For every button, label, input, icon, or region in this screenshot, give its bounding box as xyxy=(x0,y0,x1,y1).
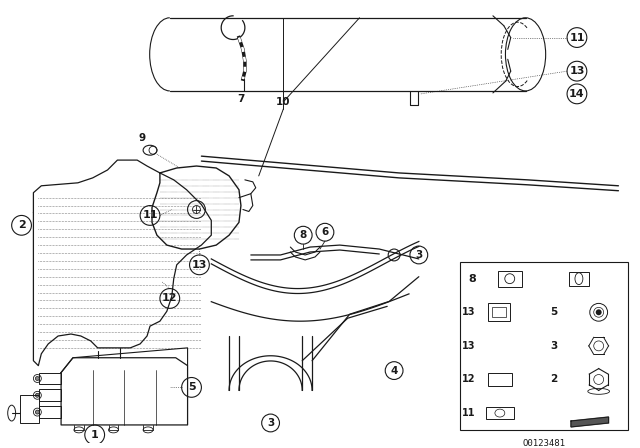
Text: 14: 14 xyxy=(569,89,585,99)
Polygon shape xyxy=(571,417,609,427)
Bar xyxy=(488,303,509,321)
Text: 5: 5 xyxy=(188,383,195,392)
Bar xyxy=(486,407,514,419)
Circle shape xyxy=(596,309,602,315)
Text: 13: 13 xyxy=(569,66,584,76)
Text: 3: 3 xyxy=(550,341,558,351)
Text: 2: 2 xyxy=(18,220,26,230)
Bar xyxy=(569,272,589,286)
Text: 2: 2 xyxy=(550,375,558,384)
Text: 5: 5 xyxy=(550,307,558,317)
Bar xyxy=(20,395,39,423)
Text: 11: 11 xyxy=(461,408,475,418)
Bar xyxy=(492,307,506,317)
Bar xyxy=(488,373,512,387)
Text: 8: 8 xyxy=(468,274,476,284)
Text: 10: 10 xyxy=(276,97,291,107)
Ellipse shape xyxy=(35,410,39,414)
Ellipse shape xyxy=(35,393,39,397)
Text: 4: 4 xyxy=(390,366,398,375)
Text: 13: 13 xyxy=(461,307,475,317)
Text: 11: 11 xyxy=(569,33,585,43)
Text: O0123481: O0123481 xyxy=(523,439,566,448)
Text: 8: 8 xyxy=(300,230,307,240)
Ellipse shape xyxy=(35,376,39,380)
Text: 13: 13 xyxy=(461,341,475,351)
Bar xyxy=(39,373,61,384)
Text: 3: 3 xyxy=(415,250,422,260)
Text: 1: 1 xyxy=(91,430,99,440)
Bar xyxy=(39,389,61,401)
Text: 12: 12 xyxy=(162,293,177,303)
Text: 9: 9 xyxy=(138,134,146,143)
Text: 7: 7 xyxy=(237,94,244,104)
Text: 3: 3 xyxy=(267,418,274,428)
Text: 12: 12 xyxy=(461,375,475,384)
Text: 11: 11 xyxy=(142,211,158,220)
Bar xyxy=(39,406,61,418)
Text: 6: 6 xyxy=(321,227,328,237)
Bar xyxy=(460,262,628,430)
Bar xyxy=(498,271,522,287)
Text: 13: 13 xyxy=(192,260,207,270)
